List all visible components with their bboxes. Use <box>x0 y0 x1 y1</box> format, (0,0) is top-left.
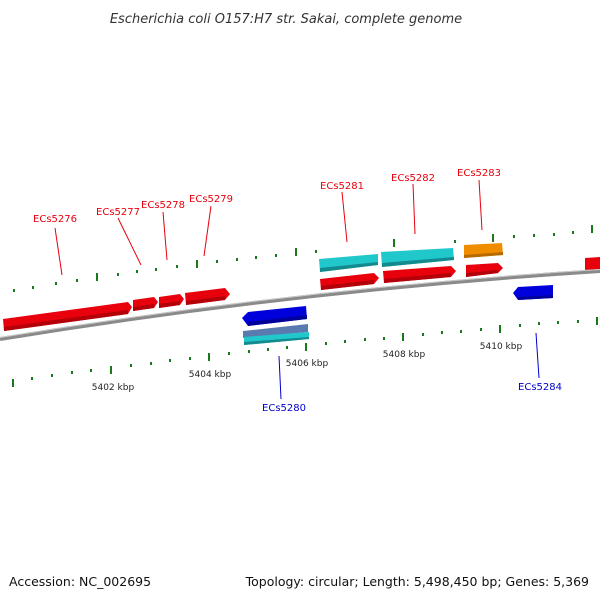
genome-backbone <box>0 269 600 341</box>
gene-edge-arrow[interactable] <box>585 257 600 270</box>
gene-ECs5281-shade <box>321 280 374 290</box>
leader-ECs5284 <box>535 332 540 379</box>
feature-cyan-2-shade <box>382 257 454 267</box>
gene-ECs5276-shade <box>4 310 128 331</box>
tick-label: 5406 kbp <box>286 359 329 369</box>
gene-ECs5279-shade <box>186 296 225 305</box>
forward-tick-track <box>13 225 593 292</box>
tick-label: 5410 kbp <box>480 342 523 352</box>
gene-label-ECs5283[interactable]: ECs5283 <box>457 168 501 179</box>
gene-ECs5277-shade <box>133 304 154 311</box>
map-title: Escherichia coli O157:H7 str. Sakai, com… <box>110 12 462 27</box>
gene-label-ECs5280[interactable]: ECs5280 <box>262 403 306 414</box>
gene-label-ECs5281[interactable]: ECs5281 <box>320 181 364 192</box>
feature-cyan-1-shade <box>320 262 378 272</box>
gene-ECs5280-shade <box>248 315 307 326</box>
leader-ECs5279 <box>203 205 212 257</box>
reverse-strand-genes <box>242 285 553 345</box>
tick-label: 5408 kbp <box>383 350 426 360</box>
genome-backbone-highlight <box>0 269 600 338</box>
leader-ECs5282 <box>412 183 416 235</box>
feature-slate[interactable] <box>243 324 308 338</box>
gene-ECs5284-shade <box>518 295 553 300</box>
gene-label-ECs5277[interactable]: ECs5277 <box>96 207 140 218</box>
forward-strand-genes <box>3 257 600 331</box>
gene-ECs5278-shade <box>159 301 180 308</box>
leader-ECs5278 <box>162 211 168 261</box>
leader-ECs5276 <box>54 227 63 276</box>
leader-ECs5283 <box>478 179 483 231</box>
accession-text: Accession: NC_002695 <box>9 574 151 589</box>
gene-label-ECs5279[interactable]: ECs5279 <box>189 194 233 205</box>
gene-leader-lines <box>54 179 540 400</box>
gene-label-ECs5284[interactable]: ECs5284 <box>518 382 562 393</box>
gene-label-ECs5282[interactable]: ECs5282 <box>391 173 435 184</box>
genome-summary-text: Topology: circular; Length: 5,498,450 bp… <box>245 574 589 589</box>
tick-label: 5402 kbp <box>92 383 135 393</box>
reverse-tick-track <box>12 317 598 387</box>
gene-label-ECs5278[interactable]: ECs5278 <box>141 200 185 211</box>
position-labels: 5402 kbp 5404 kbp 5406 kbp 5408 kbp 5410… <box>92 342 523 393</box>
feature-cyan-3-shade <box>244 337 309 345</box>
leader-ECs5281 <box>341 191 348 243</box>
gene-label-ECs5276[interactable]: ECs5276 <box>33 214 77 225</box>
gene-ECs5282-shade <box>384 273 451 283</box>
feature-track <box>319 243 503 272</box>
tick-label: 5404 kbp <box>189 370 232 380</box>
leader-ECs5280 <box>278 355 282 400</box>
gene-ECs5283-shade <box>466 270 498 277</box>
gene-labels: ECs5276 ECs5277 ECs5278 ECs5279 ECs5281 … <box>33 168 562 414</box>
feature-orange-shade <box>464 252 503 258</box>
leader-ECs5277 <box>117 217 142 266</box>
